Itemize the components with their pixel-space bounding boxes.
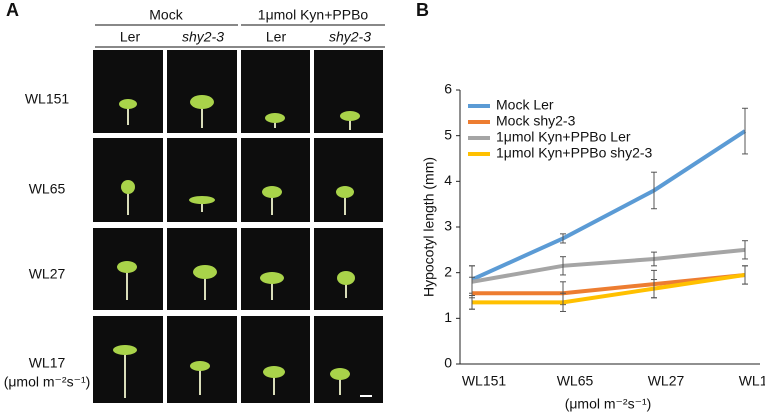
y-tick-label: 2 xyxy=(444,263,452,279)
x-tick-label: WL27 xyxy=(648,373,685,389)
photo-grid xyxy=(93,24,385,403)
panel-label: B xyxy=(416,0,429,20)
column-label: Ler xyxy=(266,29,287,45)
series-line xyxy=(472,272,746,305)
row-label: WL65 xyxy=(29,181,66,197)
y-axis-label: Hypocotyl length (mm) xyxy=(421,157,437,297)
y-tick-label: 4 xyxy=(444,172,452,188)
column-label: shy2-3 xyxy=(329,29,371,45)
panel-label: A xyxy=(6,0,19,20)
y-tick-label: 0 xyxy=(444,355,452,371)
group-label: 1μmol Kyn+PPBo xyxy=(258,7,369,23)
x-tick-label: WL151 xyxy=(462,373,507,389)
row-label: WL151 xyxy=(25,91,70,107)
y-tick-label: 1 xyxy=(444,309,452,325)
series-line xyxy=(471,129,747,282)
series-line xyxy=(471,247,746,284)
error-bar xyxy=(560,233,566,244)
legend-label: Mock Ler xyxy=(496,97,554,113)
column-label: shy2-3 xyxy=(182,29,224,45)
error-bar xyxy=(742,107,748,155)
x-tick-label: WL17 xyxy=(739,373,765,389)
column-label: Ler xyxy=(120,29,141,45)
error-bar xyxy=(651,279,657,299)
error-bar xyxy=(742,240,748,260)
error-bar xyxy=(651,251,657,267)
y-tick-label: 3 xyxy=(444,218,452,234)
group-label: Mock xyxy=(149,7,183,23)
error-bar xyxy=(469,295,475,310)
row-label: WL17 xyxy=(29,355,66,371)
error-bar xyxy=(560,256,566,276)
legend-label: 1μmol Kyn+PPBo Ler xyxy=(496,129,631,145)
legend-label: Mock shy2-3 xyxy=(496,113,576,129)
error-bar xyxy=(560,292,566,312)
series-line xyxy=(472,272,746,296)
x-tick-label: WL65 xyxy=(557,373,594,389)
y-tick-label: 6 xyxy=(444,81,452,97)
error-bar xyxy=(651,171,657,210)
error-bar xyxy=(742,265,748,285)
row-unit: (μmol m⁻²s⁻¹) xyxy=(4,374,91,390)
legend-label: 1μmol Kyn+PPBo shy2-3 xyxy=(496,145,653,161)
x-unit: (μmol m⁻²s⁻¹) xyxy=(565,396,652,412)
row-label: WL27 xyxy=(29,266,66,282)
y-tick-label: 5 xyxy=(444,126,452,142)
